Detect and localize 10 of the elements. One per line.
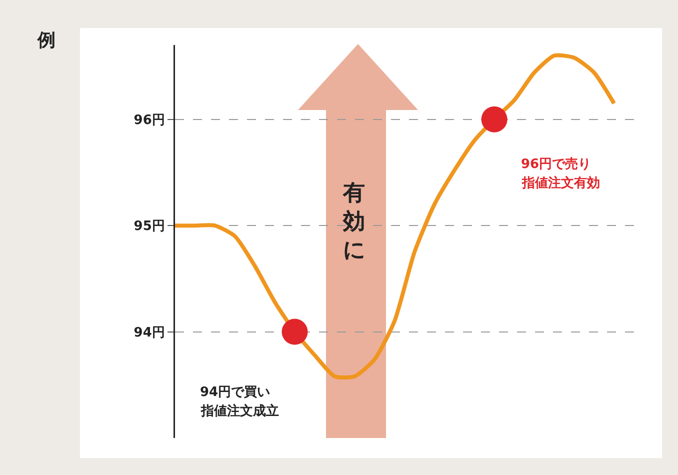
y-tick-label: 96円: [134, 112, 165, 128]
annotation: 有効に: [342, 181, 366, 264]
line-series: [175, 53, 616, 380]
annotation: 指値注文成立: [200, 403, 279, 419]
y-tick-label: 94円: [134, 325, 165, 340]
annotation: 96円で売り: [521, 157, 592, 172]
y-tick-label: 95円: [134, 219, 165, 234]
chart-title: 例: [36, 30, 56, 51]
annotation: 指値注文有効: [521, 175, 600, 191]
annotation: 94円で買い: [200, 385, 270, 400]
